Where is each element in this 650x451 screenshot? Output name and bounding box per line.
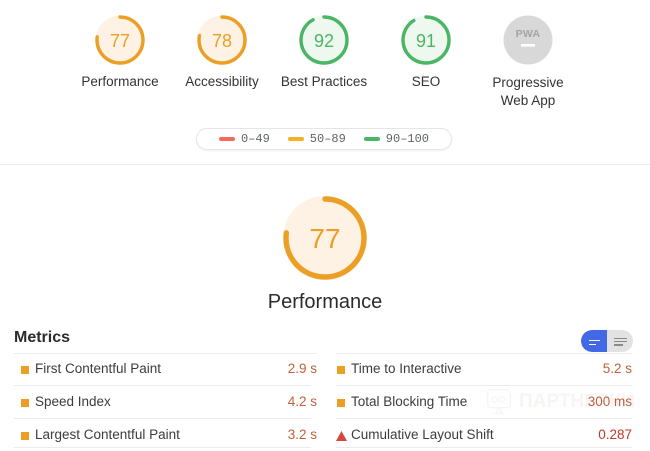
svg-text:91: 91 (416, 31, 436, 51)
svg-text:92: 92 (314, 31, 334, 51)
svg-text:77: 77 (309, 223, 340, 254)
svg-text:PWA: PWA (516, 28, 541, 40)
svg-text:77: 77 (110, 31, 130, 51)
svg-text:78: 78 (212, 31, 232, 51)
